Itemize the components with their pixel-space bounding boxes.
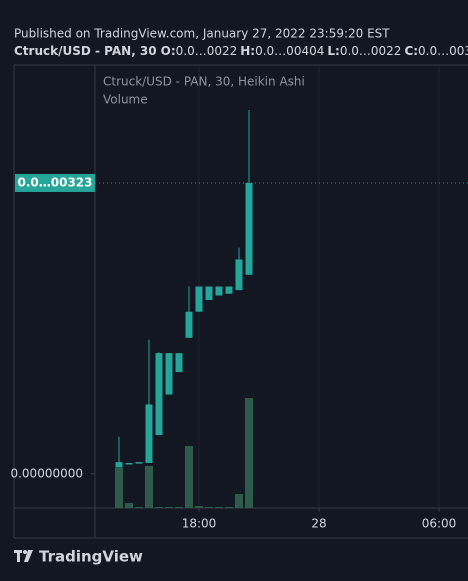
volume-bar [195, 506, 203, 508]
candle-body [225, 286, 233, 294]
volume-bar [125, 503, 133, 508]
volume-bar [245, 398, 253, 508]
ohlc-value: 0.0…0022 [340, 44, 402, 58]
candle-body [245, 182, 253, 275]
candle-body [175, 353, 183, 373]
volume-bar [215, 507, 223, 508]
x-tick-label: 06:00 [422, 517, 457, 531]
ohlc-value: 0.0…0022 [176, 44, 238, 58]
legend-main: Ctruck/USD - PAN, 30, Heikin Ashi [103, 75, 305, 89]
volume-bar [225, 507, 233, 508]
volume-bar [175, 507, 183, 508]
volume-bar [115, 468, 123, 508]
ohlc-value: 0.0…00323 [418, 44, 468, 58]
candle-body [135, 462, 143, 464]
volume-bar [135, 507, 143, 508]
candle-body [235, 259, 243, 291]
legend-volume: Volume [103, 93, 148, 107]
candle-body [115, 462, 123, 468]
volume-bar [165, 507, 173, 508]
published: Published on TradingView.com, January 27… [14, 27, 390, 41]
candle-body [165, 353, 173, 395]
brand: TradingView [39, 548, 143, 566]
candle-body [145, 404, 153, 463]
volume-bar [235, 494, 243, 508]
volume-bar [145, 466, 153, 508]
y-tick-label: 0.00000000 [10, 466, 83, 480]
x-tick-label: 18:00 [182, 517, 217, 531]
ohlc-key: L: [327, 44, 339, 58]
candle-body [125, 462, 133, 465]
symbol: Ctruck/USD - PAN, 30 [14, 44, 157, 58]
logo [14, 550, 33, 562]
ohlc-key: H: [240, 44, 255, 58]
candle-body [205, 286, 213, 301]
last-price-label: 0.0…00323 [17, 175, 92, 189]
volume-bar [205, 507, 213, 508]
ohlc-value: 0.0…00404 [255, 44, 324, 58]
volume-bar [155, 507, 163, 508]
x-tick-label: 28 [311, 517, 326, 531]
candle-body [195, 286, 203, 312]
candle-body [155, 353, 163, 436]
symbol-header: Ctruck/USD - PAN, 30 O:0.0…0022 H:0.0…0040… [14, 44, 468, 58]
candle-body [185, 311, 193, 338]
ohlc-key: C: [404, 44, 418, 58]
candle-body [215, 286, 223, 296]
last-price-box [15, 173, 95, 192]
volume-bar [185, 446, 193, 508]
ohlc-key: O: [161, 44, 176, 58]
